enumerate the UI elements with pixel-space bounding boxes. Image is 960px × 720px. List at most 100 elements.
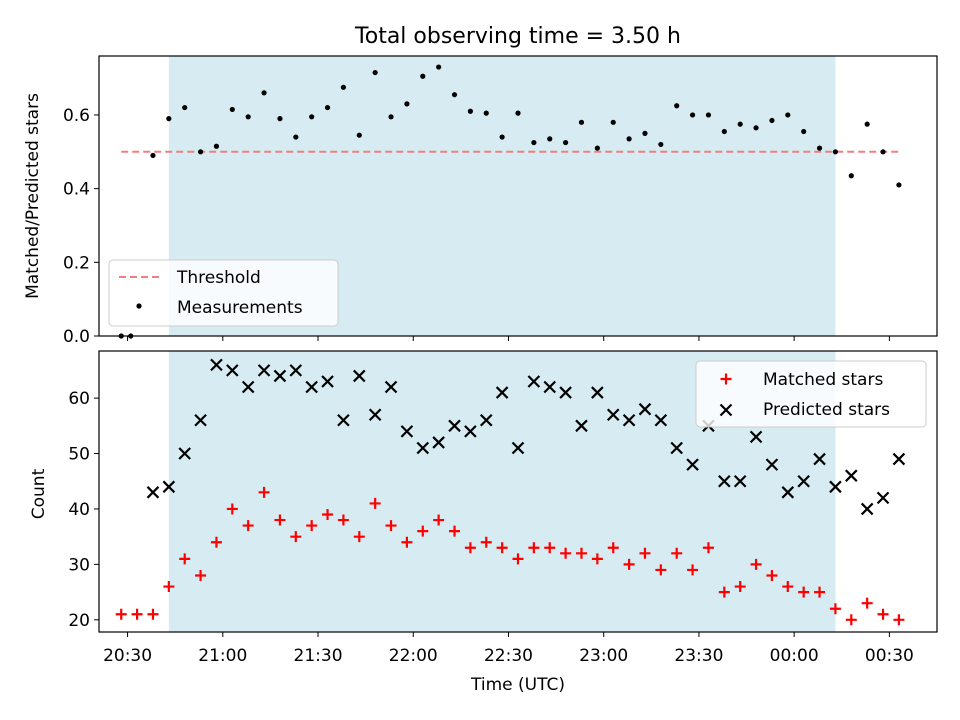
predicted-star-point xyxy=(257,364,271,377)
measurement-point xyxy=(277,116,283,122)
matched-star-point xyxy=(401,536,413,548)
predicted-star-point xyxy=(892,452,906,466)
measurement-point xyxy=(229,106,235,113)
measurement-point xyxy=(261,90,267,96)
measurement-point xyxy=(499,134,505,140)
count-y-tick-label: 30 xyxy=(68,555,90,575)
matched-star-point xyxy=(322,509,334,521)
predicted-star-point xyxy=(559,386,572,399)
measurement-point xyxy=(451,92,458,98)
predicted-star-point xyxy=(511,441,525,455)
predicted-star-point xyxy=(241,380,255,394)
matched-star-point xyxy=(623,558,635,570)
predicted-star-point xyxy=(749,430,763,444)
predicted-star-point xyxy=(178,447,191,460)
legend-matched-swatch xyxy=(720,373,732,385)
matched-star-point xyxy=(496,542,508,554)
predicted-star-point xyxy=(543,380,557,394)
matched-star-point xyxy=(433,514,445,526)
matched-star-point xyxy=(782,581,794,593)
predicted-star-point xyxy=(384,380,398,394)
measurement-point xyxy=(610,119,616,125)
measurement-point xyxy=(182,104,188,111)
matched-star-point xyxy=(734,581,746,593)
matched-star-point xyxy=(369,497,381,509)
matched-star-point xyxy=(464,542,476,554)
measurement-point xyxy=(197,149,204,155)
measurement-point xyxy=(356,132,362,138)
legend-measurements-label: Measurements xyxy=(177,298,303,318)
measurement-point xyxy=(642,130,648,136)
matched-star-point xyxy=(163,581,175,593)
matched-star-point xyxy=(655,564,667,576)
measurement-point xyxy=(515,110,521,116)
predicted-star-point xyxy=(146,486,160,499)
ratio-y-tick-label: 0.2 xyxy=(63,253,90,273)
measurement-point xyxy=(689,112,696,118)
matched-star-point xyxy=(337,514,349,526)
predicted-star-point xyxy=(575,419,588,433)
predicted-star-point xyxy=(797,474,810,488)
matched-star-point xyxy=(480,536,492,548)
count-panel: 20 30 40 50 60 20:30 21:00 21:30 22:00 22:30 23:0… xyxy=(29,350,938,695)
matched-star-point xyxy=(814,586,826,598)
matched-star-point xyxy=(798,586,810,598)
matched-star-point xyxy=(607,542,619,554)
ratio-y-tick-label: 0.0 xyxy=(63,327,90,347)
measurement-point xyxy=(721,128,727,135)
matched-star-point xyxy=(242,520,254,532)
figure-title: Total observing time = 3.50 h xyxy=(354,24,681,49)
count-y-tick-label: 20 xyxy=(68,611,90,631)
predicted-star-point xyxy=(654,414,668,427)
x-tick-label: 20:30 xyxy=(103,646,152,666)
x-axis-label: Time (UTC) xyxy=(470,675,565,695)
matched-star-point xyxy=(702,542,714,554)
matched-star-point xyxy=(575,547,587,559)
ratio-y-tick-label: 0.6 xyxy=(63,106,90,126)
measurement-point xyxy=(166,116,172,122)
predicted-star-point xyxy=(368,408,382,422)
measurement-point xyxy=(578,119,585,125)
x-tick-label: 23:30 xyxy=(674,646,723,666)
matched-star-point xyxy=(290,531,302,543)
measurement-point xyxy=(864,121,870,127)
measurement-point xyxy=(213,143,220,149)
predicted-star-point xyxy=(718,474,731,488)
predicted-star-point xyxy=(591,386,604,399)
matched-star-point xyxy=(449,525,461,537)
matched-star-point xyxy=(179,553,191,565)
predicted-star-point xyxy=(479,414,493,427)
matched-star-point xyxy=(417,525,429,537)
matched-star-point xyxy=(750,558,762,570)
ratio-legend: Threshold Measurements xyxy=(108,259,339,327)
ratio-plot-frame xyxy=(98,55,938,337)
measurement-point xyxy=(753,125,759,131)
predicted-star-point xyxy=(194,414,207,427)
measurement-point xyxy=(801,128,807,135)
legend-measurements-swatch xyxy=(136,303,142,309)
measurement-point xyxy=(563,139,569,146)
predicted-star-point xyxy=(416,441,430,455)
predicted-star-point xyxy=(860,502,874,516)
ratio-y-tick-label: 0.4 xyxy=(63,180,90,200)
legend-predicted-marker xyxy=(719,403,733,417)
measurement-point xyxy=(309,114,315,120)
count-plot-frame xyxy=(98,350,938,633)
x-tick-label: 00:30 xyxy=(865,646,914,666)
measurement-point xyxy=(404,101,410,107)
matched-star-point xyxy=(639,547,651,559)
predicted-star-point xyxy=(305,380,318,394)
measurement-point xyxy=(531,139,537,146)
matched-star-point xyxy=(115,608,127,620)
matched-star-point xyxy=(845,614,857,626)
matched-star-point xyxy=(893,614,905,626)
x-tick-label: 21:30 xyxy=(294,646,343,666)
matched-star-point xyxy=(306,520,318,532)
predicted-star-point xyxy=(829,480,842,494)
predicted-star-point xyxy=(210,358,223,372)
matched-star-point xyxy=(274,514,286,526)
measurement-point xyxy=(769,117,775,124)
predicted-star-point xyxy=(226,364,239,377)
measurement-point xyxy=(324,104,331,111)
